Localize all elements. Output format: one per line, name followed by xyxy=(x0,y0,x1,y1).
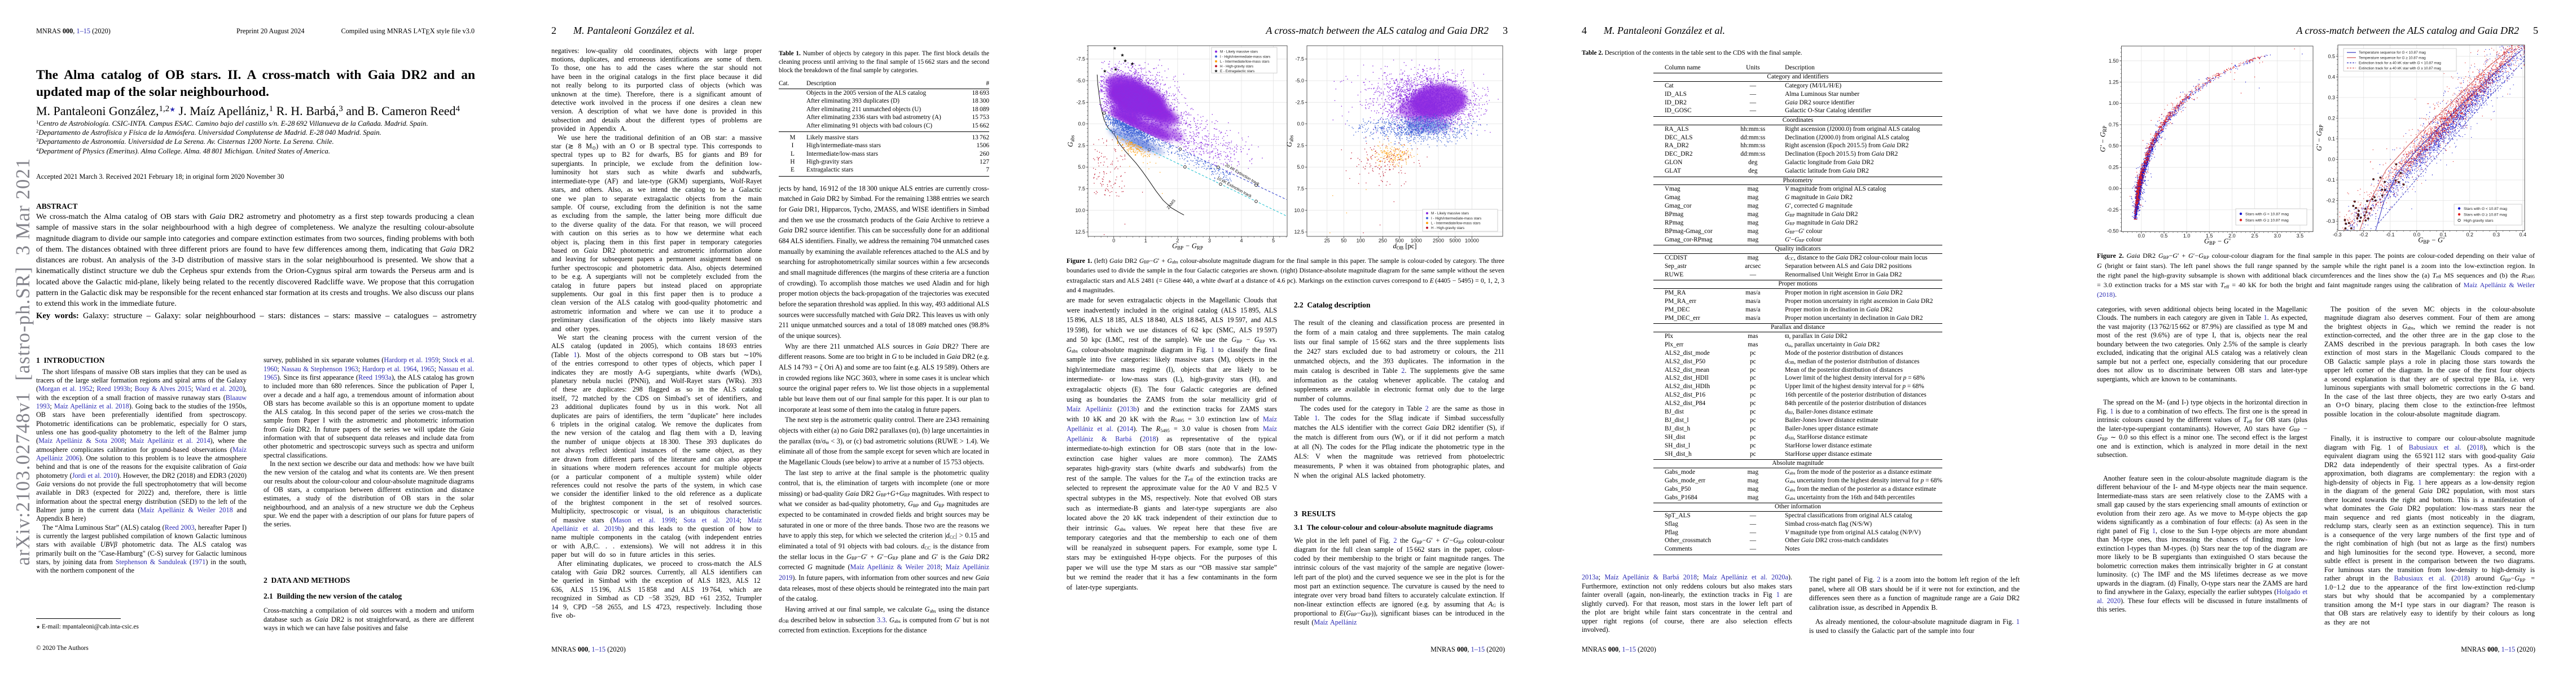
svg-text:250: 250 xyxy=(1379,238,1387,244)
svg-text:Stars with G < 10.87 mag: Stars with G < 10.87 mag xyxy=(2464,207,2507,211)
svg-text:-7.5: -7.5 xyxy=(1076,56,1085,62)
svg-text:0.3: 0.3 xyxy=(2328,95,2335,100)
svg-text:0.3: 0.3 xyxy=(2492,232,2500,238)
svg-text:7.5: 7.5 xyxy=(1297,186,1304,192)
svg-text:Temperature sequence for G ≥ 1: Temperature sequence for G ≥ 10.87 mag xyxy=(2359,56,2426,60)
svg-text:-0.3: -0.3 xyxy=(2326,218,2335,224)
svg-text:50: 50 xyxy=(1341,238,1346,244)
svg-text:Stars with G ≥ 10.87 mag: Stars with G ≥ 10.87 mag xyxy=(2464,213,2507,217)
svg-text:G′ − GRP: G′ − GRP xyxy=(2315,125,2324,151)
svg-text:5000: 5000 xyxy=(1450,238,1461,244)
svg-text:0.2: 0.2 xyxy=(2466,232,2473,238)
svg-text:500: 500 xyxy=(1395,238,1404,244)
svg-text:0.0: 0.0 xyxy=(2328,157,2335,162)
svg-text:1.50: 1.50 xyxy=(2109,58,2119,64)
svg-text:1.0: 1.0 xyxy=(2183,233,2191,239)
svg-text:0.0: 0.0 xyxy=(1078,121,1085,127)
svg-text:-0.50: -0.50 xyxy=(2107,228,2119,234)
svg-text:-0.1: -0.1 xyxy=(2326,177,2335,183)
svg-text:M - Likely massive stars: M - Likely massive stars xyxy=(1431,212,1469,216)
svg-text:-0.25: -0.25 xyxy=(2107,207,2119,213)
svg-text:I - High/intermediate-mass sta: I - High/intermediate-mass stars xyxy=(1431,217,1481,221)
svg-text:GBP − G′: GBP − G′ xyxy=(2204,238,2231,247)
svg-text:0.1: 0.1 xyxy=(2328,136,2335,142)
svg-text:0.25: 0.25 xyxy=(2109,164,2119,170)
svg-text:1.00: 1.00 xyxy=(2109,100,2119,106)
svg-text:3: 3 xyxy=(1208,238,1211,244)
svg-text:-5.0: -5.0 xyxy=(1295,78,1304,83)
svg-text:0.5: 0.5 xyxy=(2161,233,2168,239)
svg-text:0.4: 0.4 xyxy=(2328,74,2335,80)
svg-text:0.0: 0.0 xyxy=(1297,121,1304,127)
svg-text:0.75: 0.75 xyxy=(2109,122,2119,128)
svg-text:0.00: 0.00 xyxy=(2109,186,2119,191)
svg-text:0.1: 0.1 xyxy=(2439,232,2447,238)
svg-text:High gravity stars: High gravity stars xyxy=(2464,219,2494,223)
svg-text:-2.5: -2.5 xyxy=(1295,99,1304,105)
svg-text:12.5: 12.5 xyxy=(1075,229,1085,235)
svg-text:0: 0 xyxy=(1112,238,1115,244)
svg-text:L - Intermediate/low-mass star: L - Intermediate/low-mass stars xyxy=(1220,60,1270,64)
svg-text:G′ − GRP: G′ − GRP xyxy=(2099,126,2108,152)
svg-text:dOB [pc]: dOB [pc] xyxy=(1393,242,1416,251)
svg-text:0.0: 0.0 xyxy=(2138,233,2145,239)
svg-text:Extinction track for a 40 kK s: Extinction track for a 40 kK star with G… xyxy=(2359,67,2441,71)
svg-text:3.0: 3.0 xyxy=(2274,233,2281,239)
svg-text:3.5: 3.5 xyxy=(2297,233,2304,239)
svg-text:5.0: 5.0 xyxy=(1078,164,1085,170)
svg-text:12.5: 12.5 xyxy=(1294,229,1304,235)
svg-text:Gabs: Gabs xyxy=(1285,135,1294,147)
svg-text:5: 5 xyxy=(1272,238,1275,244)
svg-text:M - Likely massive stars: M - Likely massive stars xyxy=(1220,50,1258,54)
svg-text:4: 4 xyxy=(1240,238,1243,244)
svg-text:GBP − GRP: GBP − GRP xyxy=(1172,242,1203,251)
svg-text:0.2: 0.2 xyxy=(2328,115,2335,121)
svg-text:H - High-gravity stars: H - High-gravity stars xyxy=(1220,65,1253,69)
svg-text:-0.2: -0.2 xyxy=(2359,232,2368,238)
svg-text:100: 100 xyxy=(1357,238,1365,244)
svg-text:-7.5: -7.5 xyxy=(1295,56,1304,62)
svg-text:2.5: 2.5 xyxy=(1297,143,1304,148)
svg-text:Extinction track for a 40 kK s: Extinction track for a 40 kK star with G… xyxy=(2359,61,2441,65)
svg-text:2.5: 2.5 xyxy=(2251,233,2258,239)
svg-text:-5.0: -5.0 xyxy=(1076,78,1085,83)
svg-text:Temperature sequence for G < 1: Temperature sequence for G < 10.87 mag xyxy=(2359,51,2426,55)
svg-text:0.50: 0.50 xyxy=(2109,143,2119,149)
svg-text:E - Extragalactic stars: E - Extragalactic stars xyxy=(1220,69,1254,73)
svg-text:Stars with G ≥ 10.87 mag: Stars with G ≥ 10.87 mag xyxy=(2245,218,2289,222)
svg-text:2500: 2500 xyxy=(1433,238,1444,244)
svg-text:0.0: 0.0 xyxy=(2413,232,2420,238)
svg-text:10.0: 10.0 xyxy=(1075,208,1085,213)
svg-text:0.4: 0.4 xyxy=(2519,232,2526,238)
svg-text:L - Intermediate/low-mass star: L - Intermediate/low-mass stars xyxy=(1431,221,1481,225)
svg-text:GBP − G′: GBP − G′ xyxy=(2418,236,2445,245)
svg-text:Gabs: Gabs xyxy=(1067,135,1076,147)
svg-text:2: 2 xyxy=(1176,238,1179,244)
svg-text:0.5: 0.5 xyxy=(2328,54,2335,59)
svg-text:1.25: 1.25 xyxy=(2109,80,2119,85)
svg-text:2.0: 2.0 xyxy=(2228,233,2236,239)
svg-text:I - High/intermediate-mass sta: I - High/intermediate-mass stars xyxy=(1220,55,1270,59)
svg-text:7.5: 7.5 xyxy=(1078,186,1085,192)
svg-text:10000: 10000 xyxy=(1465,238,1479,244)
svg-text:-2.5: -2.5 xyxy=(1076,99,1085,105)
svg-text:-0.3: -0.3 xyxy=(2333,232,2342,238)
svg-text:5.0: 5.0 xyxy=(1297,164,1304,170)
svg-text:1000: 1000 xyxy=(1411,238,1422,244)
svg-text:Stars with G < 10.87 mag: Stars with G < 10.87 mag xyxy=(2245,212,2289,216)
svg-text:10.0: 10.0 xyxy=(1294,208,1304,213)
svg-text:25: 25 xyxy=(1324,238,1330,244)
svg-text:2.5: 2.5 xyxy=(1078,143,1085,148)
svg-text:-0.1: -0.1 xyxy=(2386,232,2395,238)
svg-text:1: 1 xyxy=(1144,238,1147,244)
svg-text:H - High-gravity stars: H - High-gravity stars xyxy=(1431,226,1464,230)
svg-text:1.5: 1.5 xyxy=(2206,233,2213,239)
svg-text:-0.2: -0.2 xyxy=(2326,198,2335,204)
